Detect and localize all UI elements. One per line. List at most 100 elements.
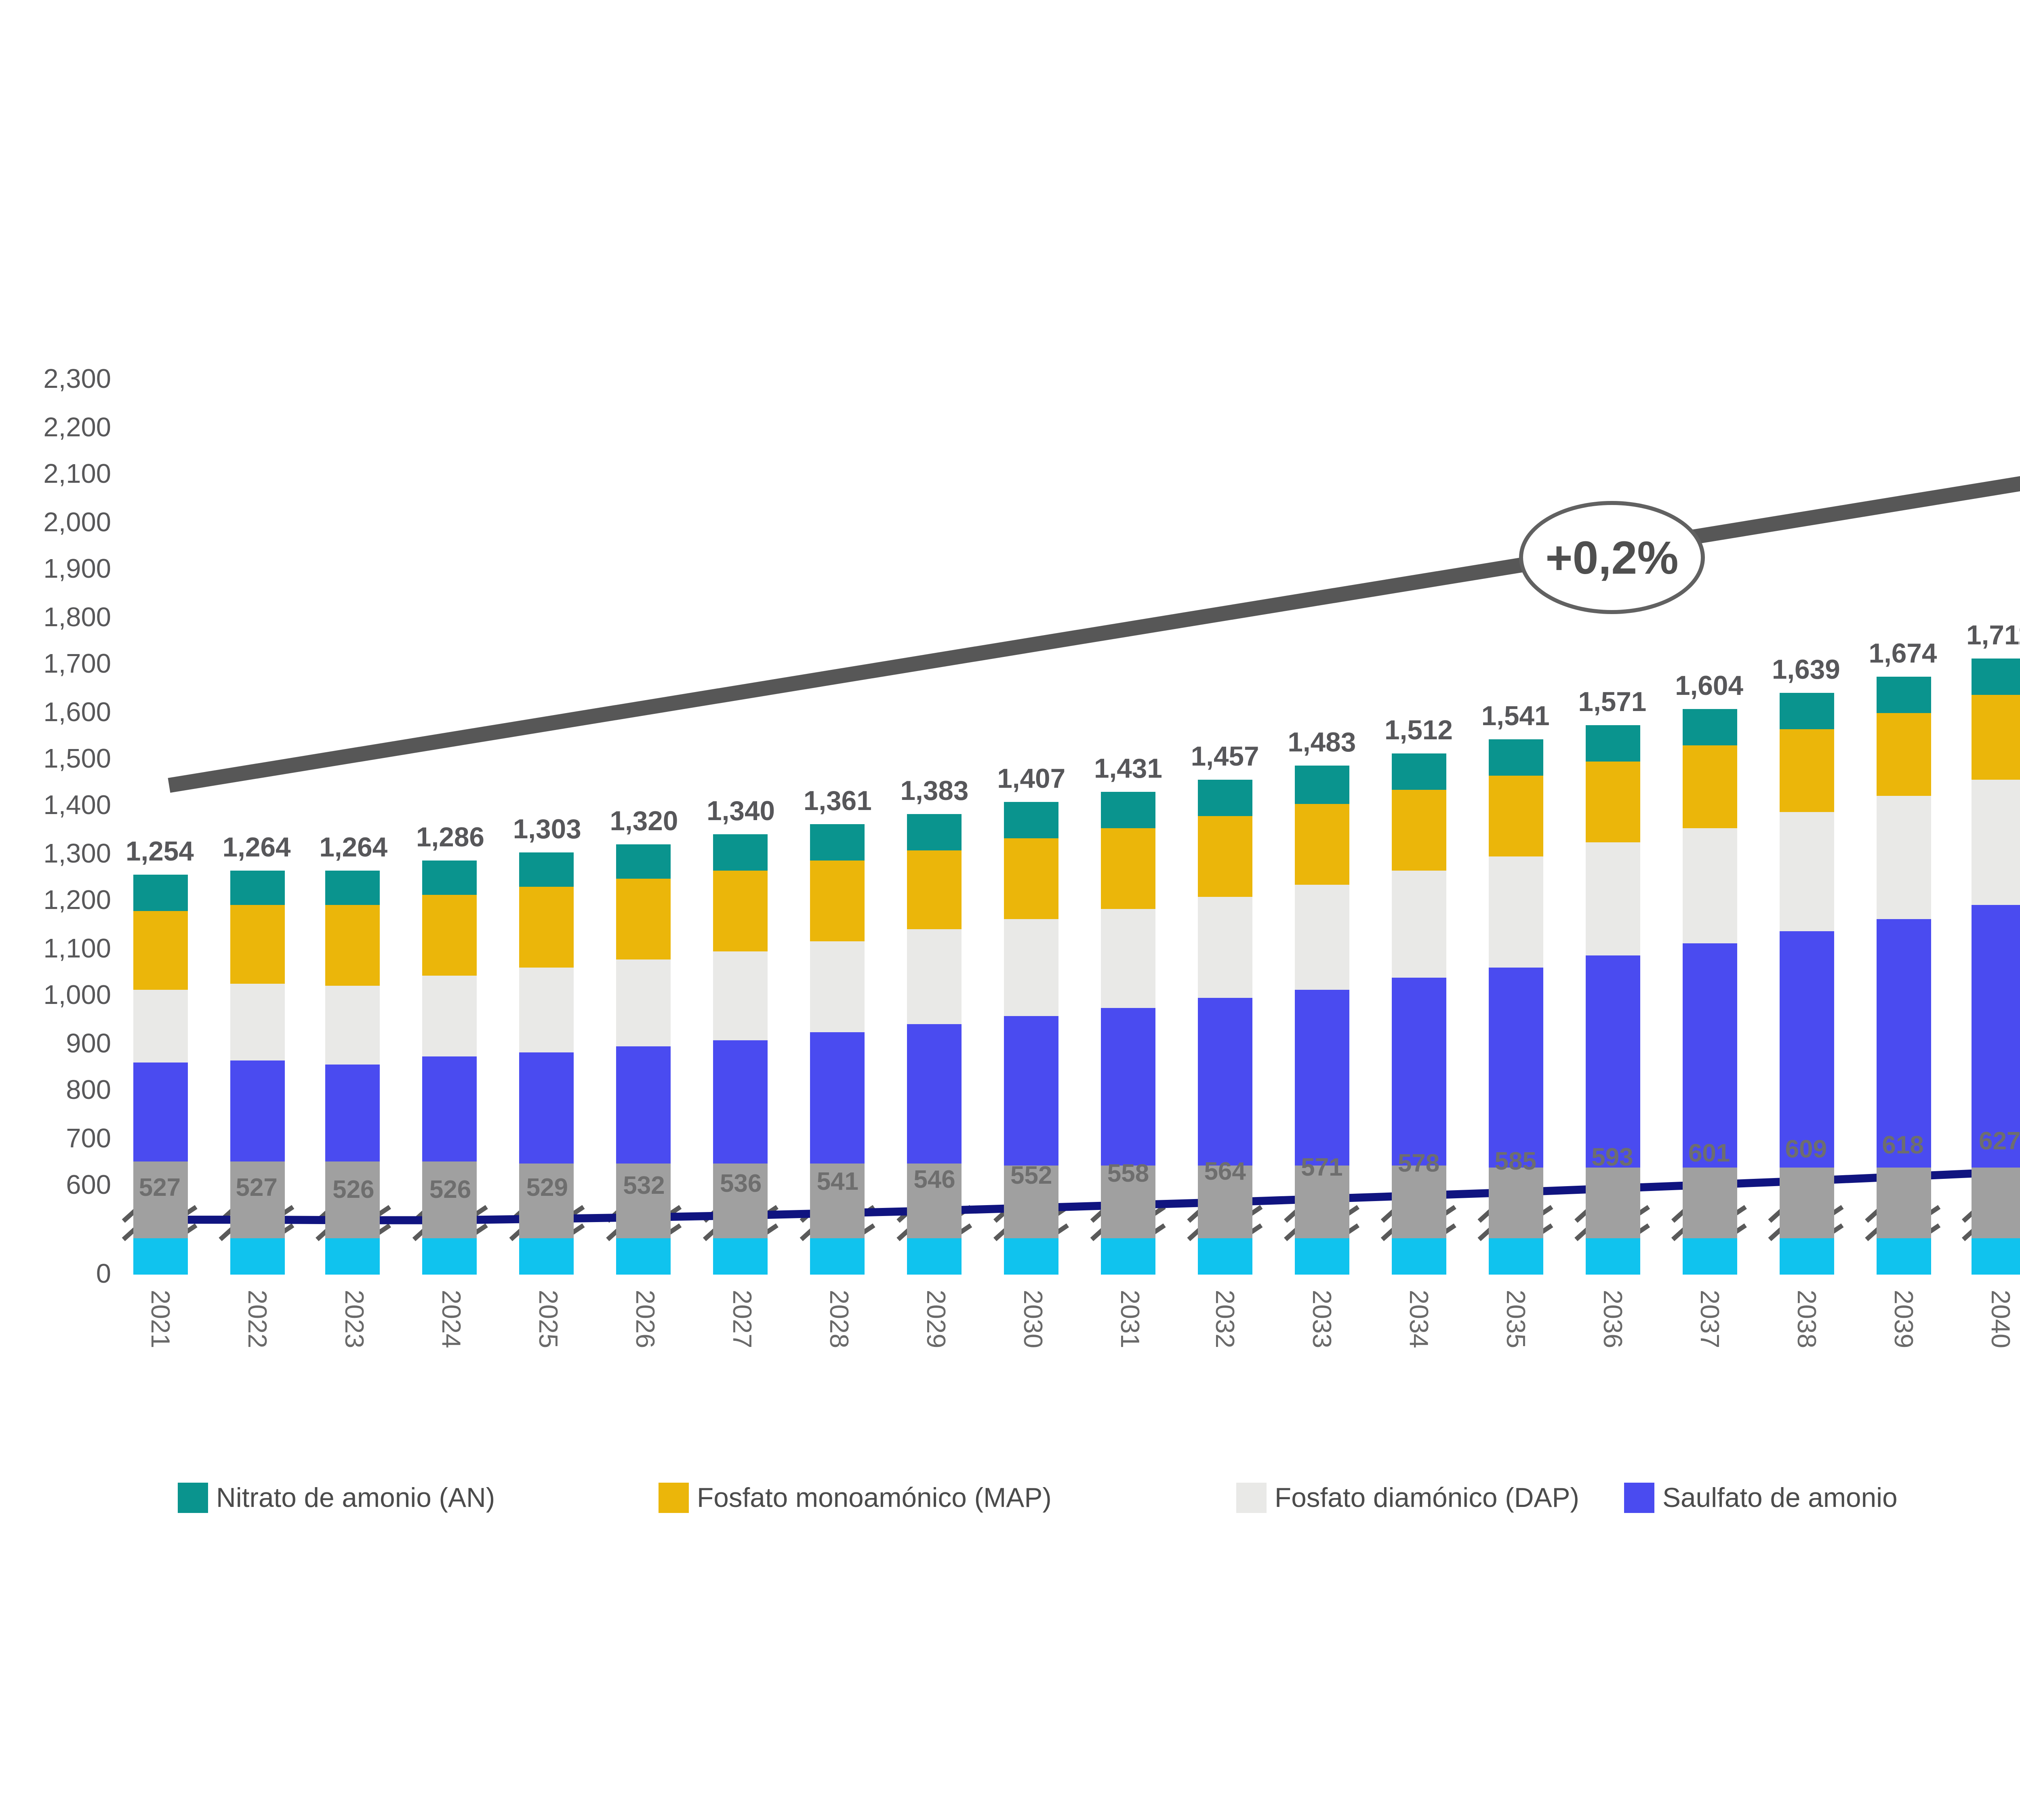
segment-dap — [326, 985, 381, 1064]
bar-2040 — [1972, 0, 2020, 1820]
y-axis-tick-label: 1,800 — [10, 601, 111, 631]
segment-dap — [907, 930, 962, 1025]
x-axis-year-label: 2034 — [1405, 1283, 1433, 1355]
segment-dap — [1391, 870, 1446, 977]
y-axis-tick-label: 700 — [10, 1123, 111, 1153]
segment-map — [1004, 839, 1058, 919]
segment-saulfato — [1585, 955, 1639, 1167]
x-axis-year-label: 2030 — [1017, 1283, 1046, 1355]
segment-amoniaco — [1004, 1239, 1058, 1273]
segment-an — [1294, 766, 1349, 803]
segment-map — [810, 861, 865, 941]
x-axis-year-label: 2028 — [823, 1283, 852, 1355]
segment-an — [1101, 791, 1155, 827]
segment-an — [907, 814, 962, 850]
segment-an — [520, 852, 574, 888]
y-axis-tick-label: 900 — [10, 1028, 111, 1058]
bar-2035 — [1488, 0, 1543, 1820]
nh3-value-label: 571 — [1275, 1153, 1368, 1182]
x-axis-year-label: 2027 — [727, 1283, 755, 1355]
segment-dap — [1876, 797, 1930, 919]
y-axis-tick-label: 1,500 — [10, 743, 111, 774]
bar-2031 — [1101, 0, 1155, 1820]
segment-map — [1779, 730, 1833, 813]
segment-dap — [1972, 780, 2020, 906]
bar-2034 — [1391, 0, 1446, 1820]
segment-map — [1585, 762, 1639, 844]
segment-map — [1294, 803, 1349, 884]
nh3-value-label: 558 — [1082, 1159, 1175, 1188]
nh3-value-label: 552 — [985, 1162, 1078, 1191]
bar-2039 — [1876, 0, 1930, 1820]
nh3-value-label: 529 — [501, 1173, 593, 1201]
segment-an — [1972, 659, 2020, 696]
bar-2023 — [326, 0, 381, 1820]
segment-saulfato — [1198, 998, 1252, 1166]
segment-saulfato — [1682, 944, 1736, 1168]
segment-an — [1198, 779, 1252, 815]
nh3-value-label: 564 — [1178, 1157, 1271, 1185]
segment-map — [133, 910, 187, 989]
segment-an — [423, 860, 478, 895]
segment-an — [617, 844, 671, 879]
segment-dap — [810, 941, 865, 1033]
segment-dap — [1004, 919, 1058, 1016]
bar-2027 — [713, 0, 768, 1820]
nh3-value-label: 585 — [1469, 1147, 1562, 1175]
segment-amoniaco — [423, 1239, 478, 1273]
segment-amoniaco — [1876, 1239, 1930, 1273]
nh3-value-label: 536 — [694, 1170, 787, 1198]
segment-an — [1391, 753, 1446, 789]
segment-map — [520, 887, 574, 967]
y-axis-tick-label: 1,100 — [10, 933, 111, 963]
segment-saulfato — [1391, 977, 1446, 1166]
segment-saulfato — [423, 1056, 478, 1162]
segment-dap — [713, 951, 768, 1040]
segment-amoniaco — [520, 1239, 574, 1273]
segment-map — [229, 905, 284, 985]
segment-saulfato — [1779, 932, 1833, 1168]
segment-amoniaco — [133, 1239, 187, 1273]
segment-dap — [1294, 884, 1349, 989]
y-axis-tick-label: 1,400 — [10, 791, 111, 821]
segment-saulfato — [229, 1061, 284, 1162]
legend-swatch — [178, 1483, 207, 1512]
segment-saulfato — [1876, 919, 1930, 1168]
segment-saulfato — [1101, 1008, 1155, 1166]
segment-dap — [1198, 896, 1252, 998]
segment-urea — [1488, 1167, 1543, 1239]
x-axis-year-label: 2033 — [1308, 1283, 1336, 1355]
segment-dap — [1779, 813, 1833, 932]
segment-an — [1488, 739, 1543, 776]
bar-2025 — [520, 0, 574, 1820]
segment-dap — [1488, 857, 1543, 967]
segment-saulfato — [326, 1064, 381, 1162]
segment-saulfato — [617, 1046, 671, 1163]
y-axis-tick-label: 2,000 — [10, 506, 111, 537]
segment-amoniaco — [907, 1239, 962, 1273]
segment-dap — [617, 959, 671, 1046]
segment-amoniaco — [1391, 1239, 1446, 1273]
segment-amoniaco — [1198, 1239, 1252, 1273]
nh3-value-label: 526 — [404, 1175, 497, 1203]
segment-map — [1198, 815, 1252, 896]
legend-swatch — [1624, 1483, 1654, 1512]
segment-saulfato — [133, 1063, 187, 1161]
segment-map — [617, 879, 671, 959]
x-axis-year-label: 2029 — [920, 1283, 949, 1355]
segment-amoniaco — [617, 1239, 671, 1273]
segment-amoniaco — [326, 1239, 381, 1273]
y-axis-tick-label: 0 — [10, 1258, 111, 1289]
segment-an — [1585, 725, 1639, 762]
segment-map — [423, 895, 478, 975]
legend-label: Nitrato de amonio (AN) — [216, 1481, 495, 1515]
y-axis-tick-label: 600 — [10, 1170, 111, 1200]
nh3-value-label: 609 — [1759, 1135, 1852, 1164]
x-axis-year-label: 2031 — [1114, 1283, 1143, 1355]
segment-an — [1004, 802, 1058, 838]
nh3-value-label: 527 — [210, 1174, 303, 1203]
bar-2022 — [229, 0, 284, 1820]
legend-swatch — [659, 1483, 688, 1512]
segment-amoniaco — [1294, 1239, 1349, 1273]
segment-saulfato — [713, 1039, 768, 1164]
